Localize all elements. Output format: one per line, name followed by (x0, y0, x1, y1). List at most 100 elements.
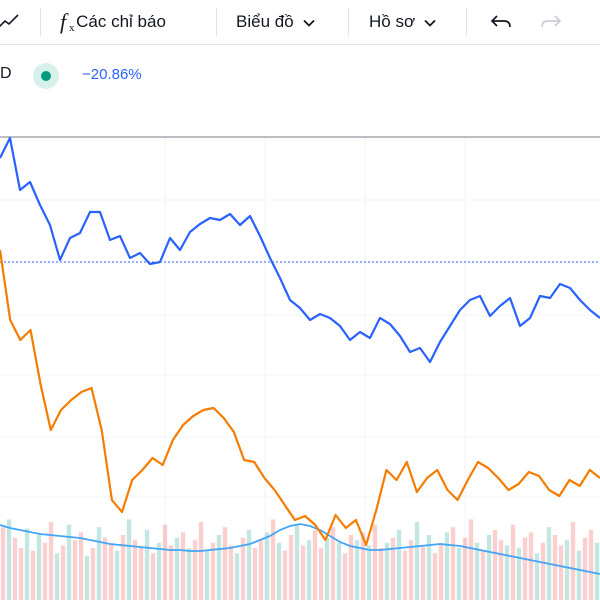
volume-bar (150, 553, 156, 600)
volume-bar (120, 535, 126, 600)
volume-bar (378, 548, 384, 600)
volume-bar (264, 532, 270, 600)
undo-icon[interactable] (490, 0, 512, 44)
chart-menu-label: Biểu đồ (236, 12, 294, 31)
volume-bar (54, 553, 60, 600)
volume-bar (474, 542, 480, 600)
volume-bar (594, 542, 600, 600)
volume-bar (108, 542, 114, 600)
volume-bar (570, 522, 576, 600)
volume-ma-line (0, 523, 600, 575)
chart-menu-button[interactable]: Biểu đồ (236, 0, 315, 44)
volume-bar (408, 540, 414, 600)
indicators-label: Các chỉ báo (76, 12, 166, 31)
volume-bar (18, 548, 24, 600)
volume-bar (312, 529, 318, 600)
volume-bar (48, 522, 54, 600)
volume-bar (90, 548, 96, 600)
volume-bar (6, 519, 12, 600)
chevron-down-icon (303, 12, 315, 32)
volume-bar (564, 540, 570, 600)
volume-bar (426, 535, 432, 600)
volume-bar (432, 553, 438, 600)
toolbar-divider (348, 8, 349, 36)
volume-bar (360, 532, 366, 600)
volume-bar (102, 537, 108, 600)
volume-bar (234, 553, 240, 600)
volume-bar (72, 540, 78, 600)
volume-bar (288, 535, 294, 600)
volume-bar (210, 542, 216, 600)
volume-bar (192, 540, 198, 600)
compare-series-line (0, 249, 600, 547)
volume-bar (402, 550, 408, 600)
volume-bar (390, 537, 396, 600)
volume-bar (186, 548, 192, 600)
volume-bar (576, 550, 582, 600)
volume-bar (138, 548, 144, 600)
volume-bar (240, 537, 246, 600)
volume-bar (468, 519, 474, 600)
volume-bar (12, 537, 18, 600)
primary-series-line (0, 136, 600, 364)
volume-bar (450, 527, 456, 600)
volume-bar (510, 524, 516, 600)
line-chart-icon[interactable] (0, 0, 20, 44)
volume-bar (342, 553, 348, 600)
volume-bar (588, 529, 594, 600)
volume-bar (396, 529, 402, 600)
volume-bar (348, 535, 354, 600)
volume-bar (456, 548, 462, 600)
volume-bar (198, 522, 204, 600)
volume-bar (228, 545, 234, 600)
volume-bar (216, 535, 222, 600)
volume-bar (276, 542, 282, 600)
status-dot-icon (41, 71, 51, 81)
volume-bar (246, 529, 252, 600)
volume-bar (0, 527, 6, 600)
status-indicator (33, 63, 59, 89)
volume-bar (126, 519, 132, 600)
volume-bar (462, 537, 468, 600)
volume-bar (354, 540, 360, 600)
volume-bar (486, 535, 492, 600)
series-legend: D −20.86% (0, 56, 600, 96)
volume-bar (384, 542, 390, 600)
volume-bar (204, 550, 210, 600)
volume-bar (522, 537, 528, 600)
volume-bar (420, 545, 426, 600)
volume-bar (162, 524, 168, 600)
volume-bar (504, 545, 510, 600)
volume-bar (528, 532, 534, 600)
symbol-label: D (0, 65, 12, 82)
volume-bar (330, 527, 336, 600)
volume-bar (324, 537, 330, 600)
volume-bar (270, 519, 276, 600)
volume-bar (174, 537, 180, 600)
volume-bar (258, 540, 264, 600)
percent-change: −20.86% (82, 66, 142, 83)
volume-bar (558, 545, 564, 600)
volume-bar (534, 553, 540, 600)
volume-bar (252, 548, 258, 600)
volume-bar (42, 542, 48, 600)
toolbar-divider (216, 8, 217, 36)
volume-bar (156, 542, 162, 600)
volume-bar (552, 535, 558, 600)
toolbar-divider (40, 8, 41, 36)
volume-bar (282, 550, 288, 600)
volume-bars (0, 519, 600, 600)
chevron-down-icon (424, 12, 436, 32)
chart-grid (0, 137, 600, 600)
volume-bar (540, 542, 546, 600)
volume-bar (492, 529, 498, 600)
volume-bar (372, 524, 378, 600)
volume-bar (36, 535, 42, 600)
profile-menu-button[interactable]: Hồ sơ (369, 0, 436, 44)
volume-bar (24, 528, 30, 600)
redo-icon[interactable] (540, 0, 562, 44)
profile-menu-label: Hồ sơ (369, 12, 416, 31)
